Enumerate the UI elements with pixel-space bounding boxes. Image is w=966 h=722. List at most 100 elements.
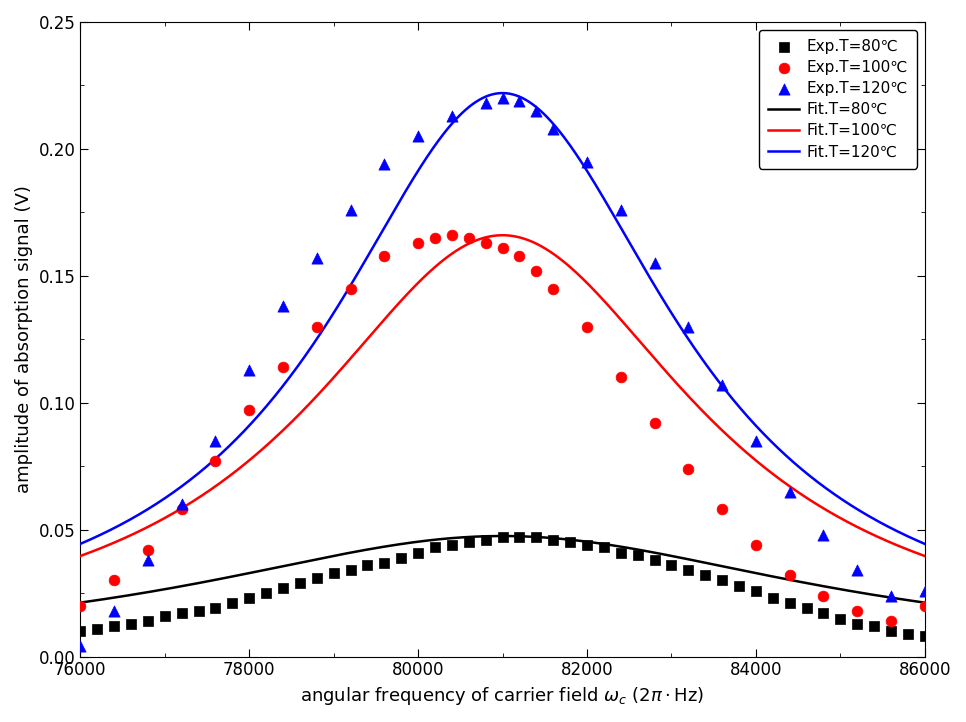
Point	[833, 613, 848, 625]
Point	[917, 630, 932, 642]
Point	[72, 640, 88, 652]
Point	[815, 608, 831, 619]
Point	[781, 598, 797, 609]
Point	[208, 603, 223, 614]
Point	[343, 204, 358, 216]
Point	[411, 237, 426, 248]
Point	[174, 498, 189, 510]
Point	[411, 131, 426, 142]
Point	[714, 503, 729, 515]
Point	[546, 283, 561, 295]
Y-axis label: amplitude of absorption signal (V): amplitude of absorption signal (V)	[15, 186, 33, 493]
Point	[528, 531, 544, 543]
Point	[596, 542, 611, 553]
X-axis label: angular frequency of carrier field $\omega_c$ $(2\pi\cdot$Hz): angular frequency of carrier field $\ome…	[300, 685, 704, 707]
Point	[444, 230, 460, 241]
Point	[630, 549, 645, 561]
Point	[309, 252, 325, 264]
Point	[883, 590, 898, 601]
Point	[275, 362, 291, 373]
Point	[613, 372, 629, 383]
Point	[377, 250, 392, 261]
Point	[613, 547, 629, 558]
Point	[478, 534, 494, 546]
Point	[815, 529, 831, 541]
Point	[292, 577, 307, 588]
Point	[157, 610, 173, 622]
Point	[106, 575, 122, 586]
Point	[883, 625, 898, 637]
Point	[242, 593, 257, 604]
Point	[377, 158, 392, 170]
Point	[647, 257, 663, 269]
Point	[72, 625, 88, 637]
Point	[478, 97, 494, 109]
Point	[427, 542, 442, 553]
Point	[546, 534, 561, 546]
Point	[461, 232, 476, 243]
Point	[613, 204, 629, 216]
Point	[546, 123, 561, 134]
Point	[393, 552, 409, 563]
Point	[528, 105, 544, 117]
Point	[258, 588, 273, 599]
Point	[140, 615, 156, 627]
Point	[580, 156, 595, 168]
Point	[799, 603, 814, 614]
Point	[781, 486, 797, 497]
Point	[309, 572, 325, 583]
Point	[580, 321, 595, 332]
Point	[208, 435, 223, 447]
Point	[343, 565, 358, 576]
Point	[867, 620, 882, 632]
Point	[326, 567, 341, 578]
Point	[309, 321, 325, 332]
Point	[343, 283, 358, 295]
Point	[849, 565, 865, 576]
Point	[174, 608, 189, 619]
Point	[275, 582, 291, 593]
Point	[191, 605, 207, 617]
Point	[495, 92, 510, 104]
Point	[781, 570, 797, 581]
Point	[359, 560, 375, 571]
Point	[444, 539, 460, 551]
Point	[478, 237, 494, 248]
Point	[72, 600, 88, 612]
Point	[377, 557, 392, 568]
Point	[512, 250, 527, 261]
Point	[140, 554, 156, 566]
Point	[900, 628, 916, 640]
Point	[917, 600, 932, 612]
Point	[106, 620, 122, 632]
Point	[731, 580, 747, 591]
Point	[748, 435, 763, 447]
Point	[681, 565, 696, 576]
Point	[647, 554, 663, 566]
Point	[208, 456, 223, 467]
Point	[714, 379, 729, 391]
Point	[124, 618, 139, 630]
Point	[444, 110, 460, 122]
Legend: Exp.T=80℃, Exp.T=100℃, Exp.T=120℃, Fit.T=80℃, Fit.T=100℃, Fit.T=120℃: Exp.T=80℃, Exp.T=100℃, Exp.T=120℃, Fit.T…	[759, 30, 917, 168]
Point	[495, 242, 510, 253]
Point	[562, 536, 578, 548]
Point	[681, 321, 696, 332]
Point	[495, 531, 510, 543]
Point	[411, 547, 426, 558]
Point	[849, 618, 865, 630]
Point	[275, 300, 291, 312]
Point	[883, 615, 898, 627]
Point	[647, 417, 663, 429]
Point	[815, 590, 831, 601]
Point	[224, 598, 240, 609]
Point	[849, 605, 865, 617]
Point	[90, 623, 105, 635]
Point	[748, 585, 763, 596]
Point	[512, 95, 527, 106]
Point	[242, 364, 257, 375]
Point	[106, 605, 122, 617]
Point	[681, 463, 696, 474]
Point	[714, 575, 729, 586]
Point	[765, 593, 781, 604]
